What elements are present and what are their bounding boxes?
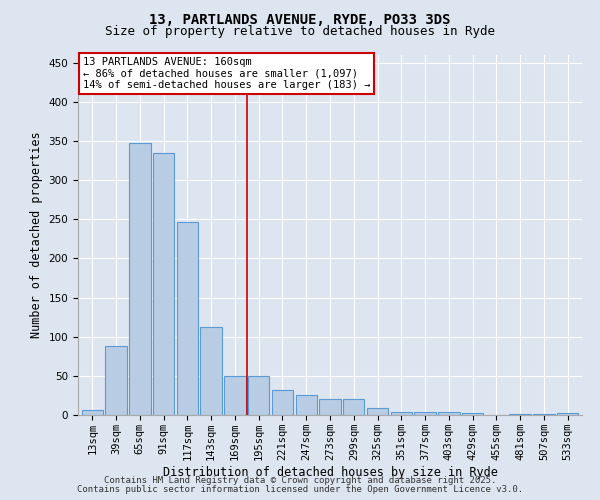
Text: Size of property relative to detached houses in Ryde: Size of property relative to detached ho… xyxy=(105,25,495,38)
Bar xyxy=(391,412,412,415)
Bar xyxy=(106,346,127,415)
Bar xyxy=(438,412,460,415)
Bar xyxy=(343,398,364,415)
Bar xyxy=(533,414,554,415)
X-axis label: Distribution of detached houses by size in Ryde: Distribution of detached houses by size … xyxy=(163,466,497,478)
Bar xyxy=(462,412,484,415)
Bar xyxy=(200,328,222,415)
Bar xyxy=(319,398,341,415)
Bar xyxy=(272,390,293,415)
Bar xyxy=(153,153,174,415)
Bar xyxy=(129,142,151,415)
Bar xyxy=(176,222,198,415)
Bar xyxy=(224,376,245,415)
Bar xyxy=(296,396,317,415)
Bar xyxy=(248,376,269,415)
Bar xyxy=(82,410,103,415)
Text: Contains HM Land Registry data © Crown copyright and database right 2025.: Contains HM Land Registry data © Crown c… xyxy=(104,476,496,485)
Bar xyxy=(509,414,531,415)
Bar xyxy=(415,412,436,415)
Text: 13 PARTLANDS AVENUE: 160sqm
← 86% of detached houses are smaller (1,097)
14% of : 13 PARTLANDS AVENUE: 160sqm ← 86% of det… xyxy=(83,57,371,90)
Text: 13, PARTLANDS AVENUE, RYDE, PO33 3DS: 13, PARTLANDS AVENUE, RYDE, PO33 3DS xyxy=(149,12,451,26)
Bar xyxy=(367,408,388,415)
Text: Contains public sector information licensed under the Open Government Licence v3: Contains public sector information licen… xyxy=(77,485,523,494)
Y-axis label: Number of detached properties: Number of detached properties xyxy=(30,132,43,338)
Bar xyxy=(557,412,578,415)
